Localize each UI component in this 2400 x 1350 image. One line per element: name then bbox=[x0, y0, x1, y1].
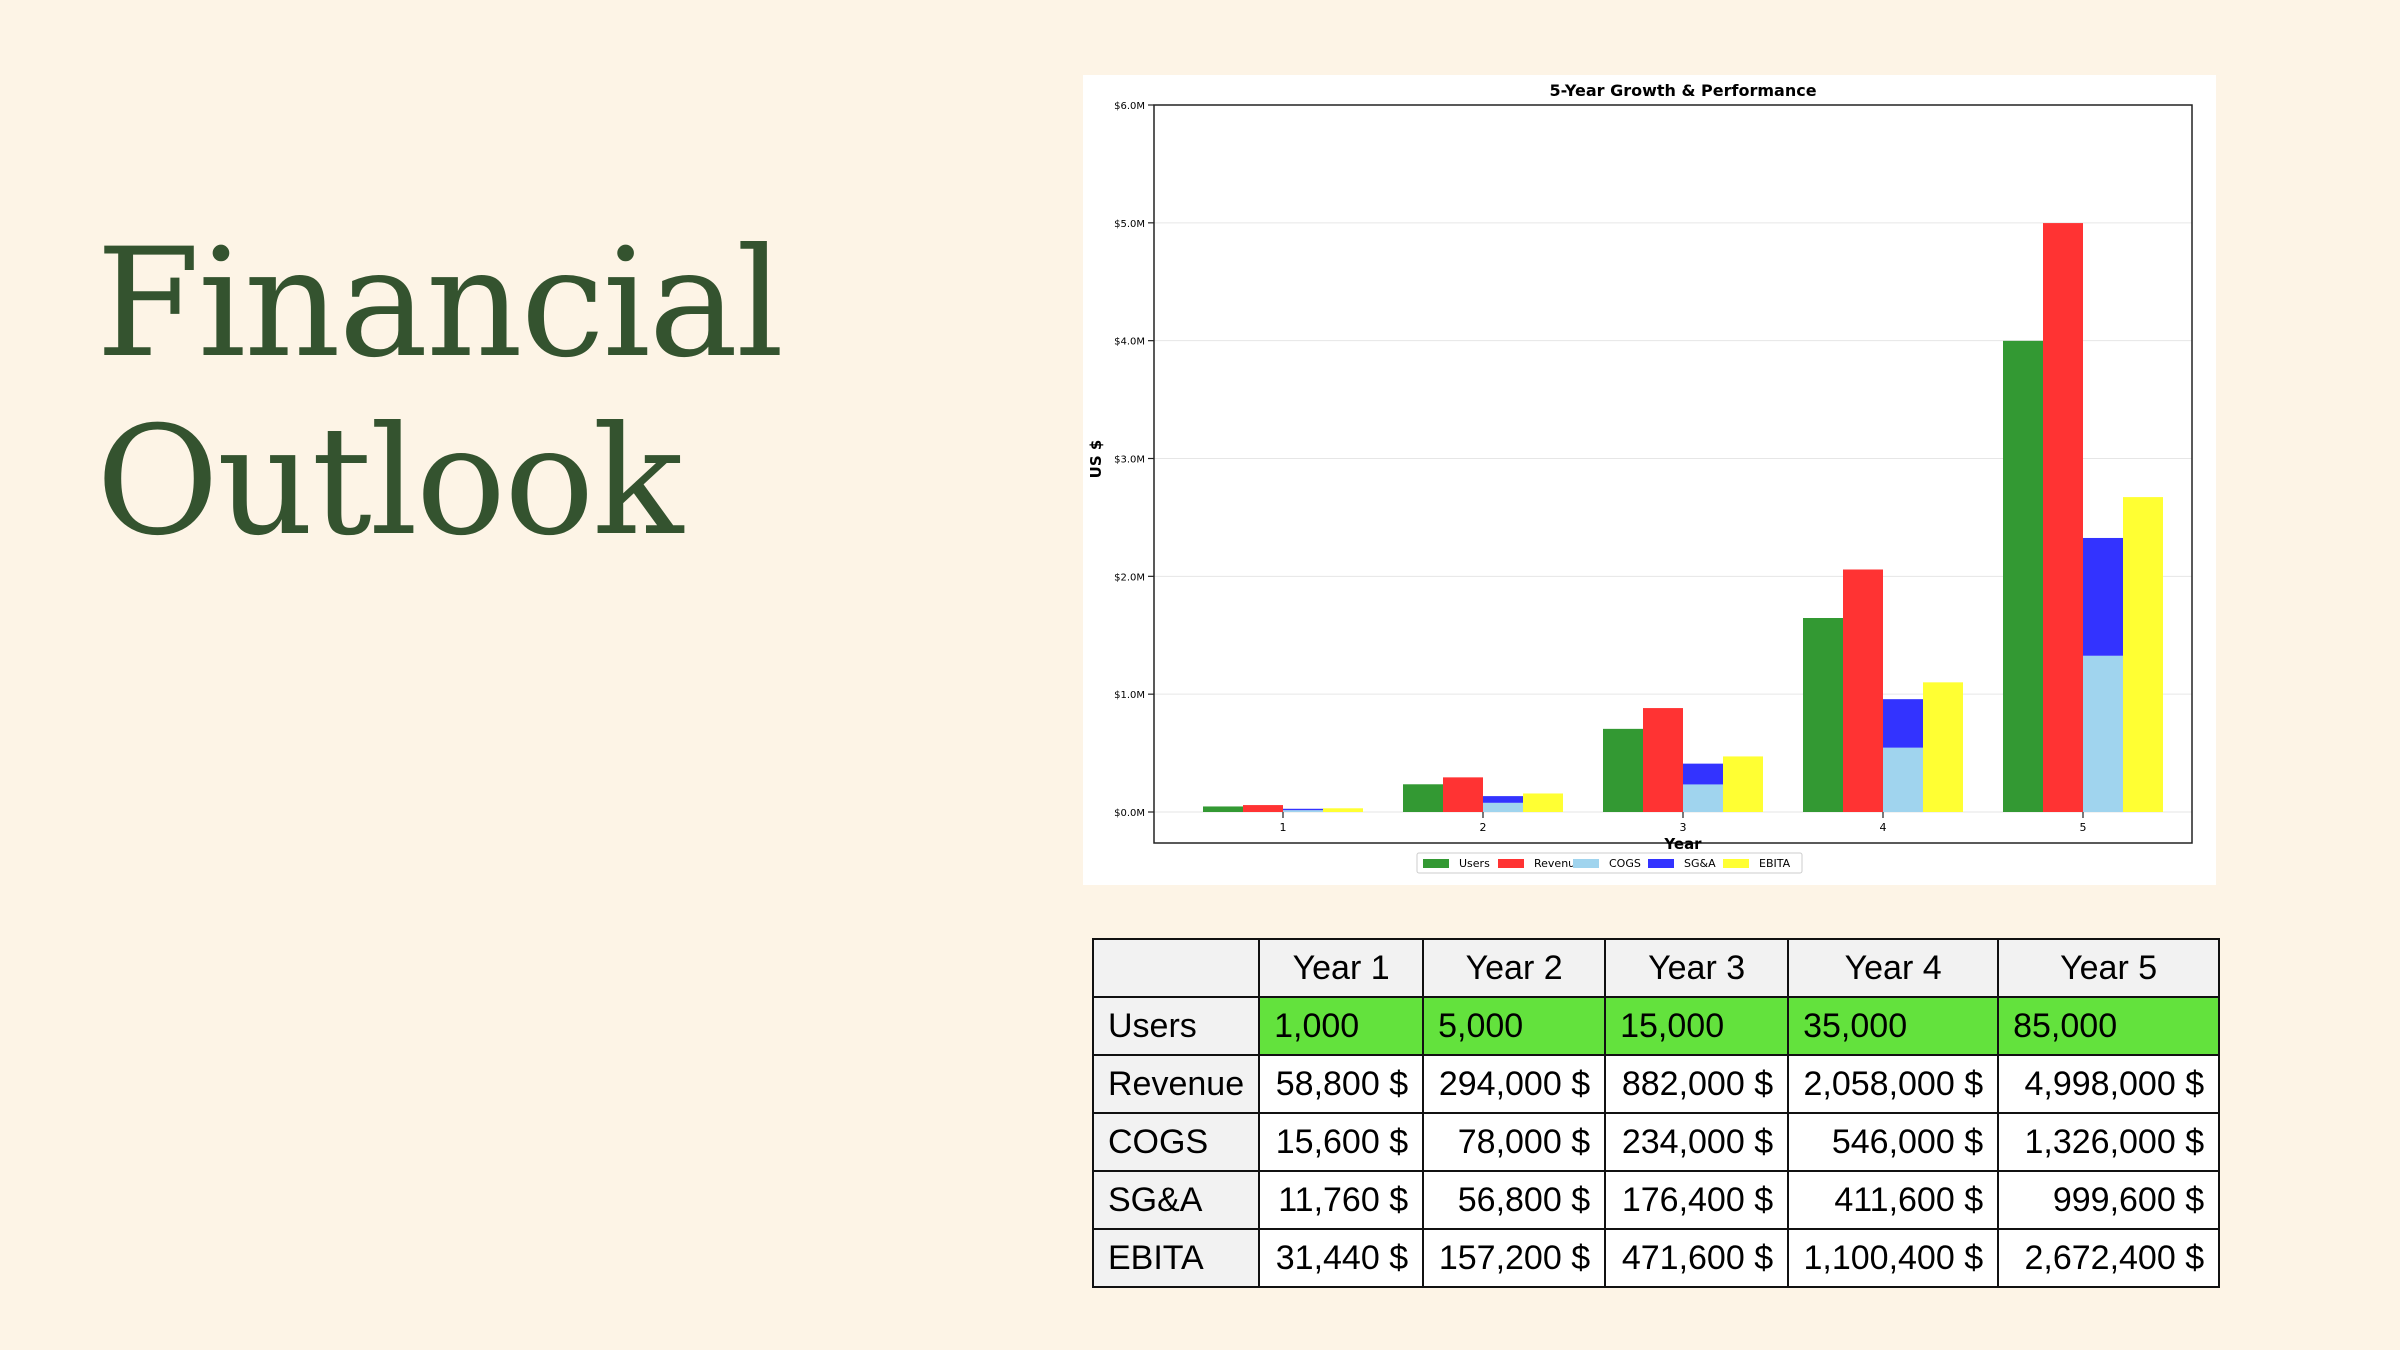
row-label-revenue: Revenue bbox=[1091, 1054, 1261, 1114]
table-cell: 56,800 $ bbox=[1422, 1170, 1607, 1230]
table-cell: 157,200 $ bbox=[1422, 1228, 1607, 1288]
bar-cogs-year-4 bbox=[1883, 747, 1923, 812]
table-cell: 1,000 bbox=[1258, 996, 1425, 1056]
table-cell: 1,100,400 $ bbox=[1787, 1228, 2000, 1288]
legend-swatch-ebita bbox=[1723, 859, 1749, 868]
y-axis-label: US $ bbox=[1087, 440, 1105, 479]
y-tick-label: $6.0M bbox=[1114, 101, 1145, 112]
bar-ebita-year-5 bbox=[2123, 497, 2163, 812]
column-header-year-2: Year 2 bbox=[1422, 938, 1607, 998]
bar-users-year-4 bbox=[1803, 617, 1843, 812]
table-cell: 2,672,400 $ bbox=[1997, 1228, 2221, 1288]
table-cell: 4,998,000 $ bbox=[1997, 1054, 2221, 1114]
column-header-year-5: Year 5 bbox=[1997, 938, 2221, 998]
column-header-year-4: Year 4 bbox=[1787, 938, 2000, 998]
bar-cogs-year-2 bbox=[1483, 802, 1523, 812]
table-cell: 15,000 bbox=[1604, 996, 1790, 1056]
bar-ebita-year-1 bbox=[1323, 808, 1363, 812]
table-cell: 176,400 $ bbox=[1604, 1170, 1790, 1230]
column-header-year-1: Year 1 bbox=[1258, 938, 1425, 998]
table-cell: 11,760 $ bbox=[1258, 1170, 1425, 1230]
table-cell: 35,000 bbox=[1787, 996, 2000, 1056]
y-tick-label: $4.0M bbox=[1114, 337, 1145, 348]
chart-panel: $0.0M $1.0M $2.0M $3.0M $4.0M $5.0M $6.0M 1 2 3 4 5… bbox=[1083, 75, 2216, 885]
x-tick-label: 1 bbox=[1280, 821, 1287, 834]
bar-sga-year-1 bbox=[1283, 808, 1323, 811]
slide-title-line-2: Outlook bbox=[96, 395, 683, 569]
bar-users-year-2 bbox=[1403, 784, 1443, 812]
financial-table: Year 1 Year 2 Year 3 Year 4 Year 5 Users… bbox=[1091, 938, 2221, 1288]
bar-revenue-year-4 bbox=[1843, 569, 1883, 812]
row-label-users: Users bbox=[1091, 996, 1261, 1056]
legend-swatch-revenue bbox=[1498, 859, 1524, 868]
table-row-cogs: COGS 15,600 $ 78,000 $ 234,000 $ 546,000… bbox=[1091, 1112, 2221, 1172]
table-cell: 15,600 $ bbox=[1258, 1112, 1425, 1172]
bar-users-year-3 bbox=[1603, 728, 1643, 812]
y-tick-label: $3.0M bbox=[1114, 455, 1145, 466]
bar-cogs-year-1 bbox=[1283, 810, 1323, 812]
legend-swatch-cogs bbox=[1573, 859, 1599, 868]
y-tick-label: $0.0M bbox=[1114, 808, 1145, 819]
bar-cogs-year-3 bbox=[1683, 784, 1723, 812]
table-cell: 999,600 $ bbox=[1997, 1170, 2221, 1230]
x-tick-label: 3 bbox=[1680, 821, 1687, 834]
legend-label-revenue: Revenue bbox=[1534, 857, 1582, 870]
table-cell: 411,600 $ bbox=[1787, 1170, 2000, 1230]
table-cell: 1,326,000 $ bbox=[1997, 1112, 2221, 1172]
table-cell: 58,800 $ bbox=[1258, 1054, 1425, 1114]
bar-users-year-1 bbox=[1203, 806, 1243, 812]
y-tick-label: $1.0M bbox=[1114, 690, 1145, 701]
bar-chart: $0.0M $1.0M $2.0M $3.0M $4.0M $5.0M $6.0M 1 2 3 4 5… bbox=[1087, 81, 2193, 874]
table-row-revenue: Revenue 58,800 $ 294,000 $ 882,000 $ 2,0… bbox=[1091, 1054, 2221, 1114]
table-row-sga: SG&A 11,760 $ 56,800 $ 176,400 $ 411,600… bbox=[1091, 1170, 2221, 1230]
bar-revenue-year-2 bbox=[1443, 777, 1483, 812]
bar-users-year-5 bbox=[2003, 340, 2043, 812]
table-cell: 2,058,000 $ bbox=[1787, 1054, 2000, 1114]
legend-swatch-sga bbox=[1648, 859, 1674, 868]
x-tick-label: 2 bbox=[1480, 821, 1487, 834]
slide-title: Financial Outlook bbox=[96, 215, 784, 571]
legend-swatch-users bbox=[1423, 859, 1449, 868]
table-row-ebita: EBITA 31,440 $ 157,200 $ 471,600 $ 1,100… bbox=[1091, 1228, 2221, 1288]
bar-sga-year-4 bbox=[1883, 699, 1923, 748]
y-tick-label: $5.0M bbox=[1114, 219, 1145, 230]
table-cell: 882,000 $ bbox=[1604, 1054, 1790, 1114]
bar-revenue-year-1 bbox=[1243, 805, 1283, 812]
table-corner-cell bbox=[1091, 938, 1261, 998]
bar-ebita-year-3 bbox=[1723, 756, 1763, 812]
row-label-ebita: EBITA bbox=[1091, 1228, 1261, 1288]
row-label-cogs: COGS bbox=[1091, 1112, 1261, 1172]
bar-ebita-year-2 bbox=[1523, 793, 1563, 812]
plot-frame bbox=[1153, 104, 2193, 844]
table-cell: 31,440 $ bbox=[1258, 1228, 1425, 1288]
x-axis-label: Year bbox=[1663, 835, 1702, 853]
table-cell: 546,000 $ bbox=[1787, 1112, 2000, 1172]
legend-label-sga: SG&A bbox=[1684, 857, 1716, 870]
legend-label-users: Users bbox=[1459, 857, 1490, 870]
bar-revenue-year-5 bbox=[2043, 223, 2083, 813]
legend-label-cogs: COGS bbox=[1609, 857, 1641, 870]
table-cell: 78,000 $ bbox=[1422, 1112, 1607, 1172]
bar-cogs-year-5 bbox=[2083, 655, 2123, 812]
bar-sga-year-3 bbox=[1683, 763, 1723, 785]
chart-title: 5-Year Growth & Performance bbox=[1549, 81, 1816, 100]
legend-label-ebita: EBITA bbox=[1759, 857, 1791, 870]
bar-ebita-year-4 bbox=[1923, 682, 1963, 812]
table-row-users: Users 1,000 5,000 15,000 35,000 85,000 bbox=[1091, 996, 2221, 1056]
row-label-sga: SG&A bbox=[1091, 1170, 1261, 1230]
x-tick-label: 4 bbox=[1880, 821, 1887, 834]
table-cell: 85,000 bbox=[1997, 996, 2221, 1056]
column-header-year-3: Year 3 bbox=[1604, 938, 1790, 998]
slide-title-line-1: Financial bbox=[96, 217, 784, 391]
table-header-row: Year 1 Year 2 Year 3 Year 4 Year 5 bbox=[1091, 938, 2221, 998]
bar-sga-year-2 bbox=[1483, 796, 1523, 803]
table-cell: 471,600 $ bbox=[1604, 1228, 1790, 1288]
table-cell: 5,000 bbox=[1422, 996, 1607, 1056]
table-cell: 234,000 $ bbox=[1604, 1112, 1790, 1172]
table-cell: 294,000 $ bbox=[1422, 1054, 1607, 1114]
x-tick-label: 5 bbox=[2080, 821, 2087, 834]
bar-sga-year-5 bbox=[2083, 537, 2123, 656]
bar-revenue-year-3 bbox=[1643, 708, 1683, 812]
y-tick-label: $2.0M bbox=[1114, 572, 1145, 583]
